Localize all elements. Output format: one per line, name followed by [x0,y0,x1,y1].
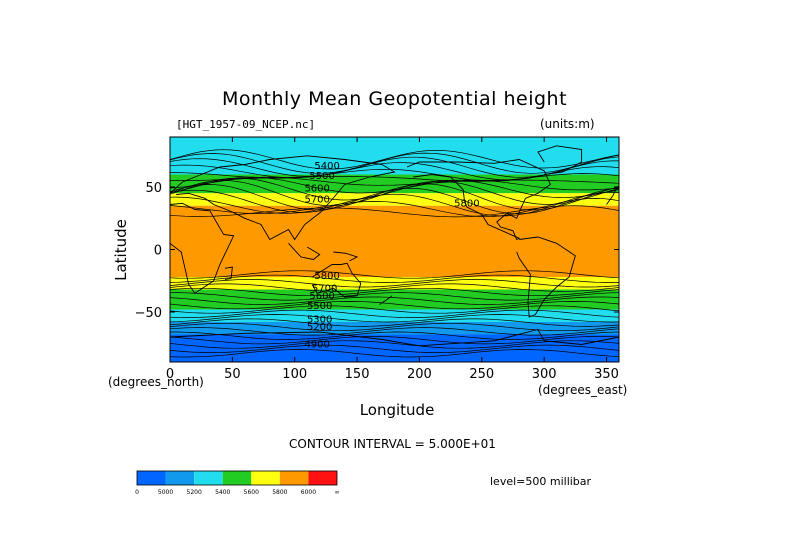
contour-band [170,137,619,175]
contour-line [170,287,619,297]
contour-band [170,277,619,290]
coastlines [170,145,619,347]
x-tick-label: 150 [345,367,370,382]
contour-lines [170,149,619,358]
contour-label: 5600 [309,291,334,302]
contour-line [170,292,619,301]
colorbar-label: 5800 [272,489,287,496]
contour-line [170,274,619,283]
x-tick-label: 350 [594,367,619,382]
x-tick-label: 300 [532,367,557,382]
x-tick-label: 100 [282,367,307,382]
colorbar-label: 0 [135,489,139,496]
contour-label: 5300 [307,315,332,326]
contour-label: 5600 [304,183,329,194]
contour-label: 5500 [307,301,332,312]
coastline [333,251,359,262]
contour-line [170,349,619,358]
chart-title: Monthly Mean Geopotential height [221,88,568,110]
x-tick-label: 250 [469,367,494,382]
contour-line [170,205,619,218]
colorbar-label: 5000 [158,489,173,496]
x-axis-label: Longitude [359,401,435,419]
colorbar-swatch [137,471,166,485]
contour-line [170,331,619,340]
file-label: [HGT_1957-09_NCEP.nc] [176,118,316,131]
contour-label: 5400 [314,161,339,172]
colorbar-swatch [194,471,223,485]
contour-line [170,152,619,174]
contour-line [170,309,619,318]
x-tick-label: 0 [166,367,174,382]
contour-label: 5700 [312,283,337,294]
coastline [170,155,396,241]
contour-line [170,305,619,314]
coastline [170,202,235,294]
contour-band [170,205,619,277]
contour-line [170,187,619,215]
y-tick-label: −50 [135,306,162,321]
x-tick-label: 200 [407,367,432,382]
contour-label: 4900 [304,340,329,351]
contour-line [170,191,619,217]
colorbar-label: 5400 [215,489,230,496]
contour-line [170,177,619,201]
contour-line [170,318,619,327]
filled-contour-bands [170,137,619,362]
colorbar-label: 6000 [301,489,316,496]
colorbar-swatch [165,471,195,485]
contour-line [170,183,619,211]
contour-line [170,296,619,305]
contour-band [170,309,619,322]
contour-line [170,314,619,323]
coastline [406,159,551,241]
coastline [537,145,583,175]
units-label: (units:m) [540,117,595,131]
colorbar-swatch [308,471,337,485]
contour-band [170,193,619,206]
contour-line [170,198,619,218]
y-tick-label: 0 [154,244,162,259]
contour-line [170,149,619,170]
coastline [224,266,233,280]
contour-label: 5500 [309,171,334,182]
x-units-left-label: (degrees_north) [108,375,204,389]
colorbar-swatch [251,471,280,485]
contour-label: 5200 [307,322,332,333]
x-units-right-label: (degrees_east) [538,383,628,397]
colorbar-frame [136,470,338,486]
colorbar-label: 5200 [187,489,202,496]
y-tick-label: 50 [145,181,162,196]
coastline [311,262,362,298]
contour-line [170,270,619,279]
colorbar: 0 5000 5200 5400 5600 5800 6000 ∞ [135,470,340,496]
coastline [288,242,321,260]
colorbar-label: 5600 [244,489,259,496]
contour-line [170,283,619,292]
contour-line [170,301,619,310]
x-tick-label: 50 [224,367,241,382]
contour-line [170,327,619,336]
colorbar-swatch [279,471,309,485]
contour-line [170,279,619,288]
coastline [516,236,576,318]
axes: 0 50 100 150 200 250 300 350 50 0 −50 [135,136,620,382]
contour-line [170,180,619,207]
colorbar-label: ∞ [335,489,340,496]
level-label: level=500 millibar [490,475,592,488]
contour-line [170,340,619,349]
contour-label: 5700 [304,195,329,206]
contour-label: 5800 [314,271,339,282]
coastline [170,328,619,347]
contour-line [170,322,619,332]
contour-interval-label: CONTOUR INTERVAL = 5.000E+01 [289,437,496,451]
contour-band [170,322,619,335]
contour-line [170,344,619,353]
contour-line [170,166,619,182]
contour-label: 5800 [454,198,479,209]
colorbar-swatch [222,471,252,485]
coastline [379,295,393,305]
